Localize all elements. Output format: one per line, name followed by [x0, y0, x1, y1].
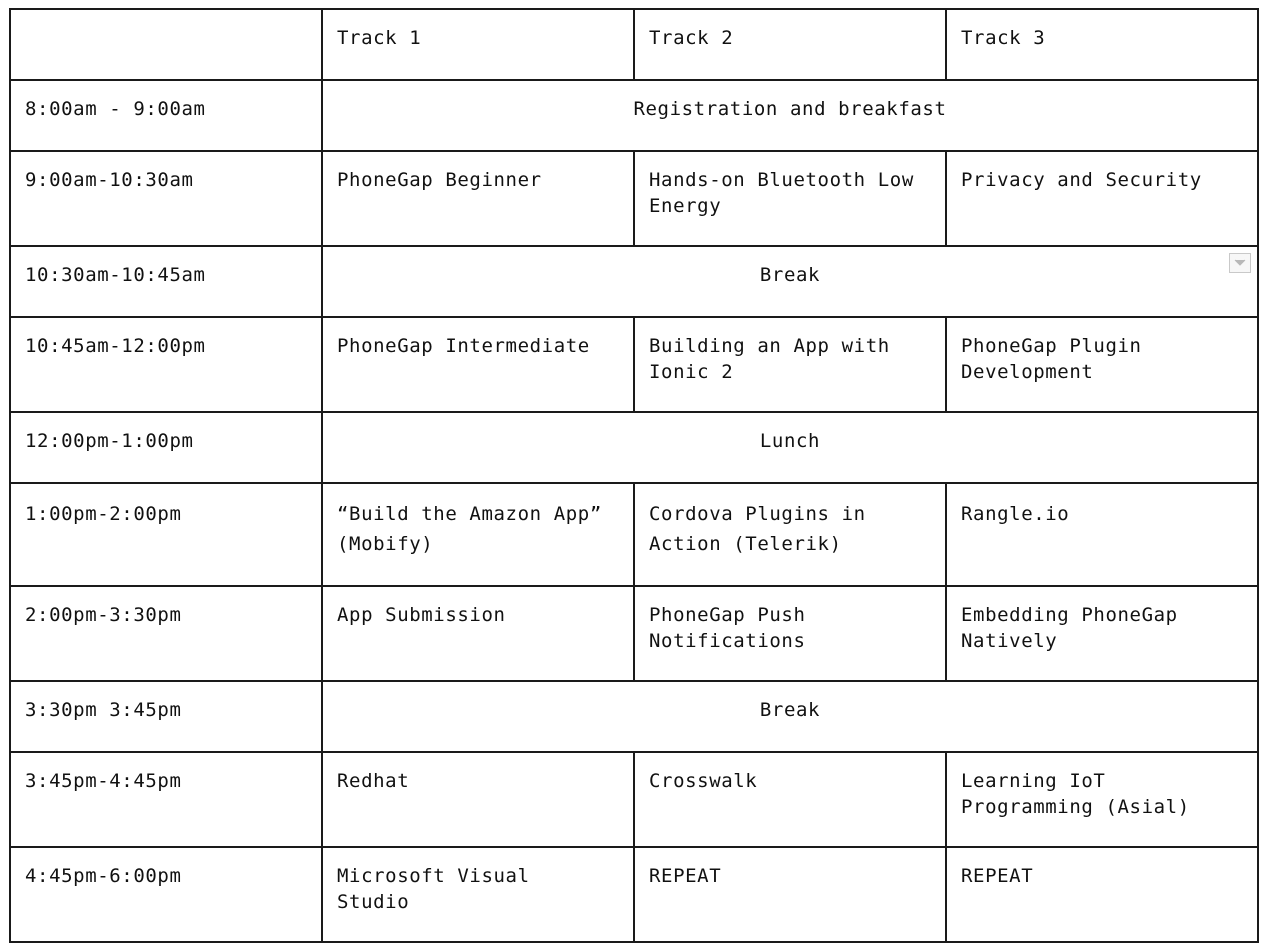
- session-title: Redhat: [337, 770, 410, 792]
- schedule-row: 1:00pm-2:00pm “Build the Amazon App” (Mo…: [9, 482, 1259, 587]
- all-tracks-cell: Break: [321, 680, 1259, 753]
- session-title-cont: Programming (Asial): [961, 796, 1190, 818]
- time-cell: 2:00pm-3:30pm: [9, 585, 323, 682]
- session-title-cont: Action (Telerik): [649, 533, 842, 555]
- time-cell: 3:30pm 3:45pm: [9, 680, 323, 753]
- track-3-session: PhoneGap Plugin Development: [945, 316, 1259, 413]
- session-title: PhoneGap Push: [649, 604, 806, 626]
- session-title-cont: Studio: [337, 891, 410, 913]
- session-title: App Submission: [337, 604, 506, 626]
- session-title-cont: Natively: [961, 630, 1058, 652]
- all-tracks-cell: Lunch: [321, 411, 1259, 484]
- session-title: Cordova Plugins in: [649, 503, 866, 525]
- track-2-session: REPEAT: [633, 846, 947, 943]
- session-title-cont: (Mobify): [337, 533, 434, 555]
- session-title: Rangle.io: [961, 503, 1070, 525]
- track-1-session: Microsoft Visual Studio: [321, 846, 635, 943]
- schedule-row: 10:45am-12:00pm PhoneGap Intermediate Bu…: [9, 316, 1259, 413]
- track-3-session: Learning IoT Programming (Asial): [945, 751, 1259, 848]
- session-title: PhoneGap Beginner: [337, 169, 542, 191]
- track-3-session: Embedding PhoneGap Natively: [945, 585, 1259, 682]
- schedule-row: 9:00am-10:30am PhoneGap Beginner Hands-o…: [9, 150, 1259, 247]
- schedule-row: 3:45pm-4:45pm Redhat Crosswalk Learning …: [9, 751, 1259, 848]
- track-3-header: Track 3: [945, 8, 1259, 81]
- session-title: “Build the Amazon App”: [337, 503, 602, 525]
- session-title: PhoneGap Intermediate: [337, 335, 590, 357]
- track-1-session: App Submission: [321, 585, 635, 682]
- time-cell: 9:00am-10:30am: [9, 150, 323, 247]
- time-cell: 12:00pm-1:00pm: [9, 411, 323, 484]
- header-row: Track 1 Track 2 Track 3: [9, 8, 1259, 81]
- track-1-session: Redhat: [321, 751, 635, 848]
- track-3-session: REPEAT: [945, 846, 1259, 943]
- track-2-header: Track 2: [633, 8, 947, 81]
- session-title-cont: Development: [961, 361, 1094, 383]
- session-title: Crosswalk: [649, 770, 758, 792]
- track-2-session: Hands-on Bluetooth Low Energy: [633, 150, 947, 247]
- track-1-session: PhoneGap Intermediate: [321, 316, 635, 413]
- track-1-header: Track 1: [321, 8, 635, 81]
- schedule-row: 8:00am - 9:00am Registration and breakfa…: [9, 79, 1259, 152]
- time-cell: 4:45pm-6:00pm: [9, 846, 323, 943]
- all-tracks-cell: Break: [321, 245, 1259, 318]
- chevron-down-icon[interactable]: [1229, 253, 1251, 273]
- all-tracks-cell: Registration and breakfast: [321, 79, 1259, 152]
- track-3-session: Rangle.io: [945, 482, 1259, 587]
- track-2-session: Cordova Plugins in Action (Telerik): [633, 482, 947, 587]
- track-2-session: Crosswalk: [633, 751, 947, 848]
- corner-cell: [9, 8, 323, 81]
- track-2-session: PhoneGap Push Notifications: [633, 585, 947, 682]
- schedule-row: 2:00pm-3:30pm App Submission PhoneGap Pu…: [9, 585, 1259, 682]
- session-title: Privacy and Security: [961, 169, 1202, 191]
- session-title-cont: Ionic 2: [649, 361, 734, 383]
- session-title: Learning IoT: [961, 770, 1106, 792]
- session-title-cont: Notifications: [649, 630, 806, 652]
- time-cell: 3:45pm-4:45pm: [9, 751, 323, 848]
- track-3-session: Privacy and Security: [945, 150, 1259, 247]
- time-cell: 10:30am-10:45am: [9, 245, 323, 318]
- schedule-row: 10:30am-10:45am Break: [9, 245, 1259, 318]
- session-title: Building an App with: [649, 335, 890, 357]
- session-title: REPEAT: [961, 865, 1034, 887]
- track-1-session: “Build the Amazon App” (Mobify): [321, 482, 635, 587]
- time-label: 1:00pm-2:00pm: [25, 503, 182, 525]
- time-cell: 8:00am - 9:00am: [9, 79, 323, 152]
- schedule-table: Track 1 Track 2 Track 3 8:00am - 9:00am …: [9, 8, 1259, 943]
- time-cell: 1:00pm-2:00pm: [9, 482, 323, 587]
- session-title-cont: Energy: [649, 195, 722, 217]
- track-1-session: PhoneGap Beginner: [321, 150, 635, 247]
- schedule-row: 12:00pm-1:00pm Lunch: [9, 411, 1259, 484]
- all-tracks-label: Break: [759, 264, 821, 286]
- time-cell: 10:45am-12:00pm: [9, 316, 323, 413]
- schedule-row: 3:30pm 3:45pm Break: [9, 680, 1259, 753]
- schedule-row: 4:45pm-6:00pm Microsoft Visual Studio RE…: [9, 846, 1259, 943]
- session-title: Hands-on Bluetooth Low: [649, 169, 914, 191]
- session-title: REPEAT: [649, 865, 722, 887]
- session-title: Embedding PhoneGap: [961, 604, 1178, 626]
- session-title: Microsoft Visual: [337, 865, 530, 887]
- session-title: PhoneGap Plugin: [961, 335, 1142, 357]
- track-2-session: Building an App with Ionic 2: [633, 316, 947, 413]
